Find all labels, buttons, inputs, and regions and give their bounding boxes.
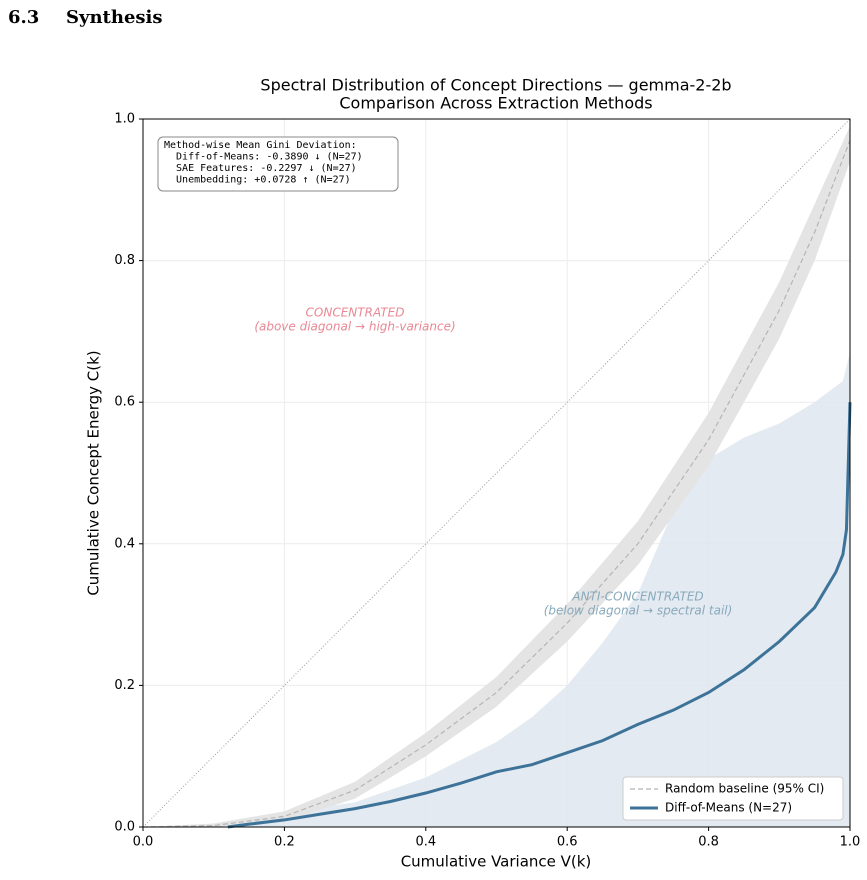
plot-frame xyxy=(142,118,851,828)
section-title: Synthesis xyxy=(66,7,163,28)
info-line: Unembedding: +0.0728 ↑ (N=27) xyxy=(164,175,351,186)
y-tick-label: 1.0 xyxy=(114,112,135,127)
x-tick-label: 1.0 xyxy=(840,835,861,850)
annotation: (below diagonal → spectral tail) xyxy=(544,604,733,618)
legend-box xyxy=(622,776,844,821)
annotation: CONCENTRATED xyxy=(306,306,405,320)
x-tick-label: 0.0 xyxy=(133,835,154,850)
y-tick-label: 0.8 xyxy=(114,253,135,268)
section-number: 6.3 xyxy=(8,7,39,28)
x-tick-label: 0.2 xyxy=(274,835,295,850)
info-box xyxy=(157,136,399,192)
x-tick-label: 0.8 xyxy=(698,835,719,850)
chart-title: Spectral Distribution of Concept Directi… xyxy=(260,76,731,95)
annotation: (above diagonal → high-variance) xyxy=(254,320,455,334)
y-tick-label: 0.6 xyxy=(114,395,135,410)
info-line: Diff-of-Means: -0.3890 ↓ (N=27) xyxy=(164,152,363,163)
ci-band xyxy=(143,126,850,827)
series-line xyxy=(227,402,852,829)
chart-subtitle: Comparison Across Extraction Methods xyxy=(339,94,652,113)
x-tick-label: 0.4 xyxy=(415,835,436,850)
y-tick-label: 0.2 xyxy=(114,678,135,693)
y-tick-label: 0.0 xyxy=(114,820,135,835)
x-axis-label: Cumulative Variance V(k) xyxy=(401,853,592,871)
legend-label: Random baseline (95% CI) xyxy=(665,782,824,796)
series-line xyxy=(142,140,851,828)
annotation: ANTI-CONCENTRATED xyxy=(571,590,703,604)
info-line: Method-wise Mean Gini Deviation: xyxy=(164,140,357,151)
info-line: SAE Features: -0.2297 ↓ (N=27) xyxy=(164,163,357,174)
y-tick-label: 0.4 xyxy=(114,536,135,551)
x-tick-label: 0.6 xyxy=(557,835,578,850)
fill-area xyxy=(227,352,851,827)
legend-label: Diff-of-Means (N=27) xyxy=(665,801,792,815)
y-axis-label: Cumulative Concept Energy C(k) xyxy=(85,350,103,595)
